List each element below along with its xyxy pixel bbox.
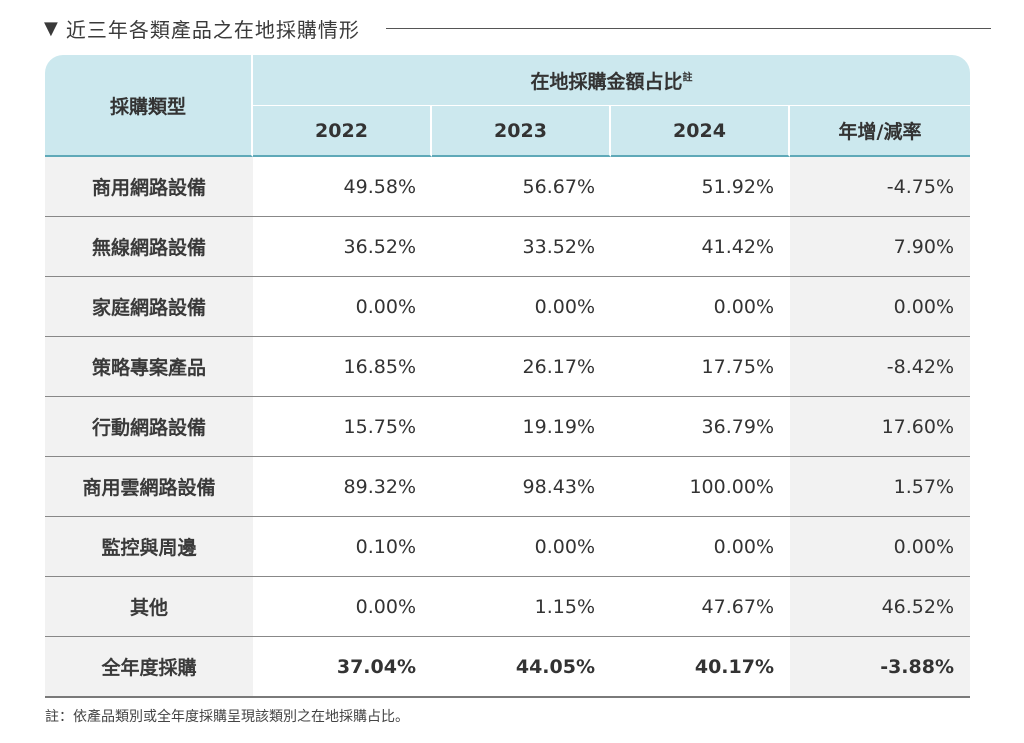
table-row: 無線網路設備 36.52% 33.52% 41.42% 7.90% xyxy=(45,217,971,277)
triangle-down-icon: ▼ xyxy=(44,17,58,39)
value-2023: 1.15% xyxy=(432,577,611,637)
value-change: 0.00% xyxy=(790,277,971,337)
row-category: 商用網路設備 xyxy=(45,157,253,217)
value-change: 17.60% xyxy=(790,397,971,457)
value-2023: 33.52% xyxy=(432,217,611,277)
value-change: 0.00% xyxy=(790,517,971,577)
total-row: 全年度採購 37.04% 44.05% 40.17% -3.88% xyxy=(45,637,971,698)
value-change: -4.75% xyxy=(790,157,971,217)
value-change: 7.90% xyxy=(790,217,971,277)
table-row: 商用網路設備 49.58% 56.67% 51.92% -4.75% xyxy=(45,157,971,217)
value-2023: 0.00% xyxy=(432,517,611,577)
row-category: 監控與周邊 xyxy=(45,517,253,577)
local-procurement-table: 採購類型 在地採購金額占比註 2022 2023 2024 年增/減率 商用網路… xyxy=(45,55,971,698)
value-2023: 26.17% xyxy=(432,337,611,397)
value-2023: 0.00% xyxy=(432,277,611,337)
table-row: 監控與周邊 0.10% 0.00% 0.00% 0.00% xyxy=(45,517,971,577)
value-2023: 98.43% xyxy=(432,457,611,517)
column-header-2024: 2024 xyxy=(611,105,790,157)
row-category: 家庭網路設備 xyxy=(45,277,253,337)
value-change: 1.57% xyxy=(790,457,971,517)
row-category: 行動網路設備 xyxy=(45,397,253,457)
column-header-2022: 2022 xyxy=(253,105,432,157)
value-2022: 0.00% xyxy=(253,577,432,637)
row-category: 無線網路設備 xyxy=(45,217,253,277)
value-2022: 49.58% xyxy=(253,157,432,217)
table-row: 商用雲網路設備 89.32% 98.43% 100.00% 1.57% xyxy=(45,457,971,517)
total-2023: 44.05% xyxy=(432,637,611,698)
value-2024: 41.42% xyxy=(611,217,790,277)
table-row: 其他 0.00% 1.15% 47.67% 46.52% xyxy=(45,577,971,637)
total-change: -3.88% xyxy=(790,637,971,698)
value-2024: 0.00% xyxy=(611,277,790,337)
row-category: 策略專案產品 xyxy=(45,337,253,397)
value-2024: 17.75% xyxy=(611,337,790,397)
value-2024: 100.00% xyxy=(611,457,790,517)
value-2024: 36.79% xyxy=(611,397,790,457)
row-category: 其他 xyxy=(45,577,253,637)
table-row: 策略專案產品 16.85% 26.17% 17.75% -8.42% xyxy=(45,337,971,397)
note-marker: 註 xyxy=(682,72,693,84)
value-2022: 89.32% xyxy=(253,457,432,517)
table-row: 家庭網路設備 0.00% 0.00% 0.00% 0.00% xyxy=(45,277,971,337)
footnote: 註：依產品類別或全年度採購呈現該類別之在地採購占比。 xyxy=(45,709,409,725)
group-header-label: 在地採購金額占比 xyxy=(530,70,683,93)
value-2024: 47.67% xyxy=(611,577,790,637)
category-column-header: 採購類型 xyxy=(45,55,253,157)
title-divider xyxy=(385,27,991,29)
row-category: 商用雲網路設備 xyxy=(45,457,253,517)
section-header: ▼ 近三年各類產品之在地採購情形 xyxy=(44,10,991,46)
table-row: 行動網路設備 15.75% 19.19% 36.79% 17.60% xyxy=(45,397,971,457)
group-column-header: 在地採購金額占比註 xyxy=(253,55,971,105)
value-2023: 56.67% xyxy=(432,157,611,217)
column-header-2023: 2023 xyxy=(432,105,611,157)
value-2022: 36.52% xyxy=(253,217,432,277)
column-header-change: 年增/減率 xyxy=(790,105,971,157)
value-2022: 0.10% xyxy=(253,517,432,577)
value-2024: 0.00% xyxy=(611,517,790,577)
value-change: 46.52% xyxy=(790,577,971,637)
value-2023: 19.19% xyxy=(432,397,611,457)
value-2024: 51.92% xyxy=(611,157,790,217)
value-2022: 15.75% xyxy=(253,397,432,457)
value-change: -8.42% xyxy=(790,337,971,397)
total-2022: 37.04% xyxy=(253,637,432,698)
section-title: 近三年各類產品之在地採購情形 xyxy=(65,17,360,42)
total-2024: 40.17% xyxy=(611,637,790,698)
value-2022: 16.85% xyxy=(253,337,432,397)
total-category: 全年度採購 xyxy=(45,637,253,698)
value-2022: 0.00% xyxy=(253,277,432,337)
